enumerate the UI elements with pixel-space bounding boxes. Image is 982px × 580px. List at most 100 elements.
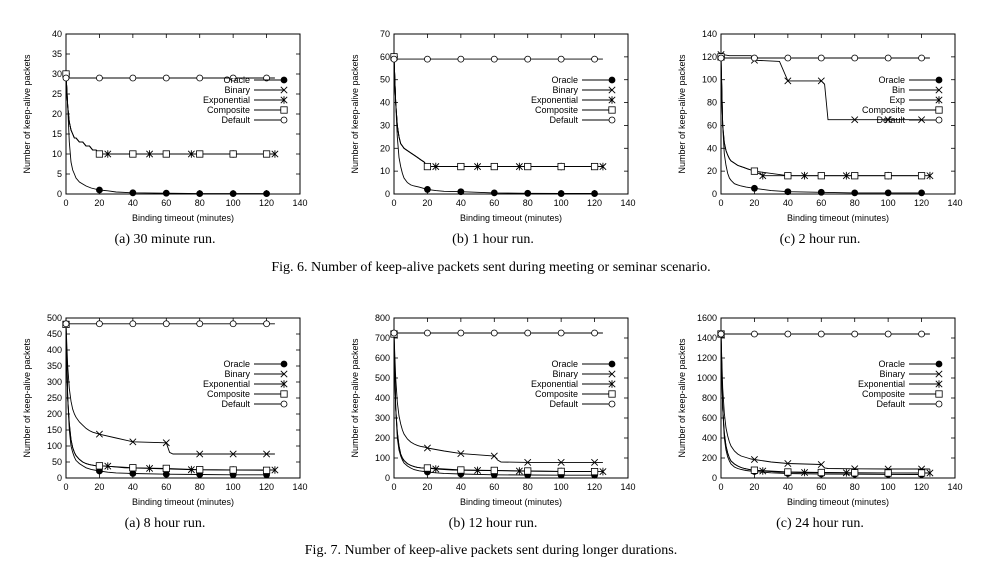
- chart-fig6a: 0 20 40 60 80 100 120 140 0 5 10 15 20 25 30 35 40 Bindin…: [22, 29, 308, 223]
- legend-label-default: Default: [221, 399, 250, 409]
- chart-panel-fig6b: 0 20 40 60 80 100 120 140 0 10 20 30 40 50 60 70 Binding…: [328, 28, 658, 238]
- y-tick-label: 400: [375, 393, 390, 403]
- x-axis-label: Binding timeout (minutes): [787, 213, 889, 223]
- data-point-default: [751, 54, 758, 62]
- data-point-oracle: [751, 184, 758, 192]
- legend-marker-binary: [280, 370, 288, 378]
- legend-marker-binary: [935, 370, 943, 378]
- plot-frame: [720, 317, 956, 479]
- data-point-default: [524, 55, 532, 63]
- legend-label-binary: Binary: [552, 369, 578, 379]
- legend-marker-exponential: [280, 380, 288, 388]
- plot-frame: [65, 33, 301, 195]
- y-tick-label: 200: [702, 453, 717, 463]
- legend-label-oracle: Oracle: [223, 359, 250, 369]
- x-tick-label: 20: [749, 198, 759, 208]
- x-tick-label: 20: [94, 198, 104, 208]
- data-point-default: [784, 330, 792, 338]
- data-point-default: [390, 329, 398, 337]
- legend-label-composite: Composite: [207, 389, 250, 399]
- x-tick-label: 60: [489, 482, 499, 492]
- data-point-oracle: [817, 188, 825, 196]
- legend-marker-default: [935, 400, 943, 408]
- legend-marker-default: [935, 116, 943, 124]
- series-composite: [62, 70, 271, 158]
- data-point-default: [524, 329, 532, 337]
- data-point-default: [229, 320, 237, 328]
- x-tick-label: 120: [259, 482, 274, 492]
- y-tick-label: 300: [47, 377, 62, 387]
- data-point-binary: [591, 458, 599, 466]
- y-tick-label: 0: [57, 473, 62, 483]
- legend-label-exp: Exp: [889, 95, 905, 105]
- subcaption-fig6c: (c) 2 hour run.: [779, 232, 861, 247]
- chart-fig6c: 0 20 40 60 80 100 120 140 0 20 40 60 80 100 120 140 Bind…: [677, 29, 963, 223]
- x-tick-label: 100: [881, 198, 896, 208]
- y-tick-label: 150: [47, 425, 62, 435]
- data-point-composite: [129, 150, 137, 158]
- series-line-bin: [721, 54, 922, 121]
- subcaption-fig6b: (b) 1 hour run.: [452, 232, 534, 247]
- x-tick-label: 60: [161, 482, 171, 492]
- series-composite: [390, 330, 599, 476]
- subcaption-fig7c: (c) 24 hour run.: [776, 516, 864, 531]
- y-tick-label: 200: [375, 433, 390, 443]
- data-point-exponential: [271, 466, 279, 474]
- legend-label-binary: Binary: [552, 85, 578, 95]
- x-tick-label: 100: [554, 198, 569, 208]
- legend-marker-composite: [935, 390, 943, 398]
- legend-label-default: Default: [549, 399, 578, 409]
- legend-marker-oracle: [280, 76, 288, 84]
- data-point-binary: [750, 455, 758, 464]
- data-point-binary: [423, 444, 431, 452]
- data-point-binary: [162, 439, 170, 447]
- data-point-default: [817, 330, 825, 338]
- legend-label-oracle: Oracle: [551, 359, 578, 369]
- x-tick-label: 140: [620, 198, 635, 208]
- data-point-oracle: [457, 188, 465, 196]
- y-tick-label: 50: [52, 457, 62, 467]
- data-point-default: [62, 320, 70, 328]
- subcaption-fig6a: (a) 30 minute run.: [114, 232, 216, 247]
- data-point-oracle: [229, 190, 237, 198]
- data-point-default: [591, 329, 598, 337]
- y-tick-label: 400: [702, 433, 717, 443]
- chart-fig7c: 0 20 40 60 80 100 120 1400200400600800100012001…: [677, 313, 963, 507]
- data-point-composite: [557, 162, 565, 171]
- data-point-default: [424, 55, 431, 63]
- data-point-composite: [457, 466, 465, 474]
- data-point-composite: [917, 172, 926, 180]
- data-point-composite: [229, 466, 237, 474]
- y-tick-label: 0: [712, 473, 717, 483]
- x-tick-label: 0: [718, 198, 723, 208]
- data-point-oracle: [162, 470, 170, 478]
- data-point-default: [263, 74, 270, 82]
- x-tick-label: 140: [947, 198, 962, 208]
- legend-marker-composite: [608, 390, 616, 398]
- data-point-composite: [229, 150, 237, 158]
- data-point-default: [784, 54, 792, 62]
- subcaption-fig7b: (b) 12 hour run.: [448, 516, 538, 531]
- data-point-composite: [784, 172, 792, 180]
- x-tick-label: 20: [94, 482, 104, 492]
- y-tick-label: 60: [707, 120, 717, 130]
- y-tick-label: 100: [702, 75, 717, 85]
- figure-caption-fig6: Fig. 6. Number of keep-alive packets sen…: [271, 260, 711, 275]
- y-tick-label: 500: [47, 313, 62, 323]
- subcaption-fig7a: (a) 8 hour run.: [124, 516, 206, 531]
- x-tick-label: 120: [914, 482, 929, 492]
- x-axis-label: Binding timeout (minutes): [132, 213, 234, 223]
- data-point-oracle: [129, 470, 137, 477]
- data-point-binary: [490, 452, 498, 460]
- data-point-default: [717, 54, 725, 62]
- plot-frame: [720, 33, 956, 195]
- data-point-composite: [590, 162, 599, 171]
- series-default: [390, 329, 603, 337]
- chart-fig7a: 0 20 40 60 80 100 120 140 0 50 100 150 200 250 300 350 4…: [22, 313, 308, 507]
- y-tick-label: 800: [375, 313, 390, 323]
- y-tick-label: 140: [702, 29, 717, 39]
- series-default: [717, 54, 930, 62]
- legend-marker-oracle: [935, 360, 943, 368]
- data-point-oracle: [591, 190, 598, 197]
- series-oracle: [717, 53, 925, 197]
